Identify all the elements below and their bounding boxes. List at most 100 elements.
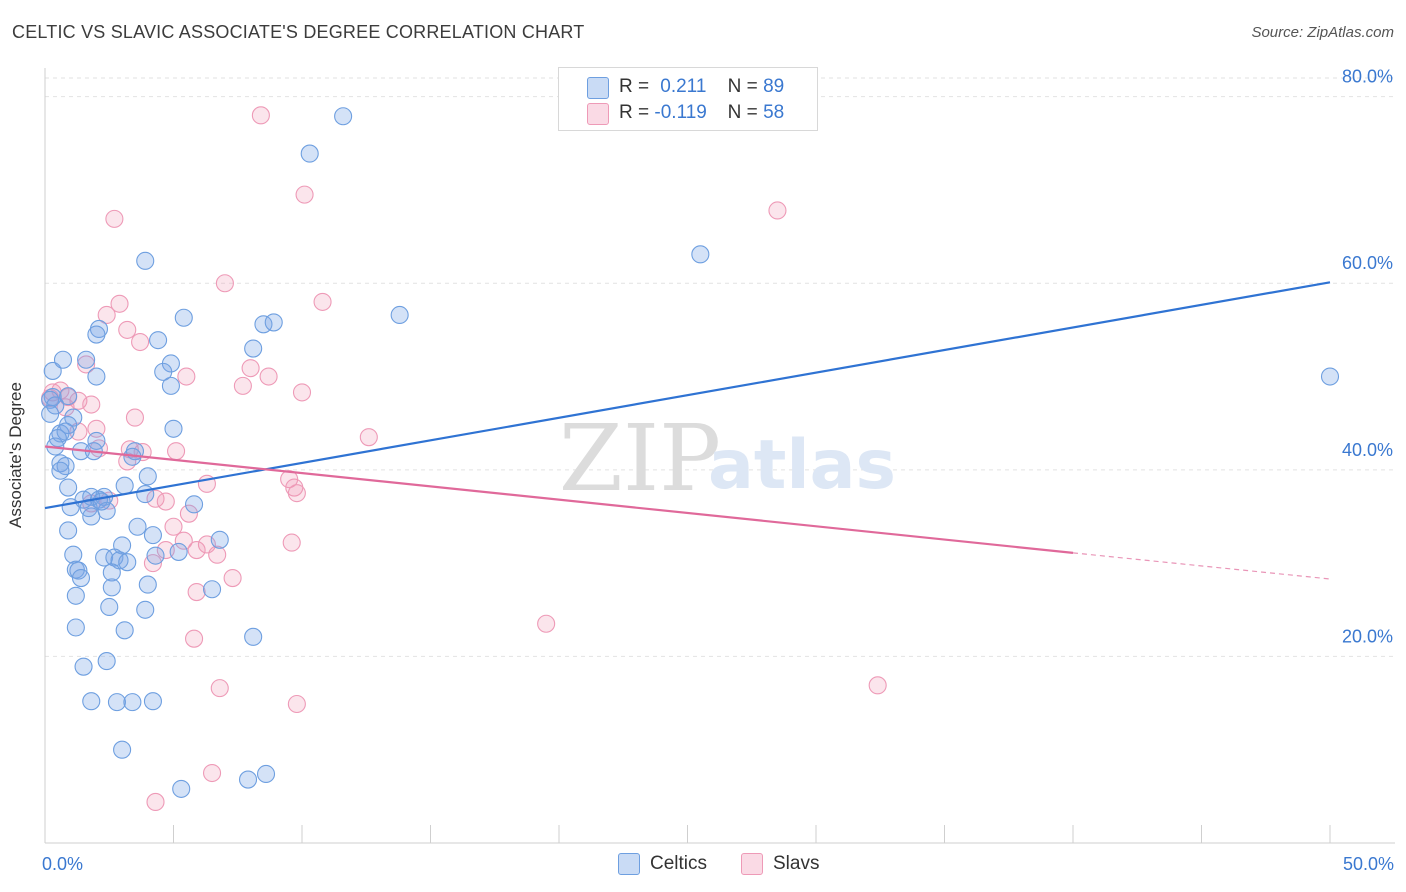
celtic-swatch: [587, 77, 609, 99]
celtic-point: [51, 461, 70, 480]
celtic-point: [136, 600, 155, 619]
slav-point: [82, 395, 101, 414]
celtic-point: [136, 485, 155, 504]
celtic-point: [87, 367, 106, 386]
slav-trendline: [44, 445, 1074, 554]
slav-point: [125, 408, 144, 427]
slav-trendline-extension: [1072, 552, 1331, 580]
celtic-point: [334, 107, 353, 126]
celtic-point: [172, 779, 191, 798]
celtic-point: [56, 422, 75, 441]
celtic-point: [82, 692, 101, 711]
slav-point: [143, 554, 162, 573]
slavs-legend-label: Slavs: [773, 853, 820, 874]
slav-point: [97, 305, 116, 325]
celtic-point: [210, 530, 229, 549]
celtic-point: [118, 553, 137, 572]
celtic-point: [59, 478, 78, 497]
celtic-point: [238, 770, 258, 789]
slav-r-value: -0.119: [654, 102, 707, 123]
celtic-point: [138, 575, 157, 594]
celtic-point: [97, 652, 116, 671]
celtic-point: [691, 245, 710, 264]
celtic-point: [115, 476, 134, 495]
celtic-point: [128, 517, 147, 536]
celtic-point: [102, 578, 121, 597]
celtic-point: [1320, 367, 1340, 386]
celtic-point: [115, 621, 134, 640]
celtic-legend-row: R = 0.211 N = 89: [619, 75, 784, 99]
slav-point: [215, 274, 234, 293]
celtic-point: [51, 454, 70, 473]
chart-title: CELTIC VS SLAVIC ASSOCIATE'S DEGREE CORR…: [12, 22, 585, 42]
celtic-point: [123, 693, 142, 712]
slav-point: [69, 422, 88, 441]
y-axis-label: Associate's Degree: [6, 382, 25, 528]
celtic-point: [77, 350, 96, 369]
celtic-point: [66, 618, 85, 637]
x-tick-label: 50.0%: [1343, 854, 1394, 874]
celtic-trendline: [44, 281, 1331, 510]
slav-point: [185, 629, 204, 648]
y-tick-label: 20.0%: [1342, 626, 1393, 646]
slav-point: [313, 292, 332, 311]
celtic-r-value: 0.211: [660, 76, 707, 97]
slav-point: [259, 367, 278, 386]
slav-point: [179, 504, 198, 523]
celtic-point: [59, 387, 78, 406]
slav-point: [768, 201, 787, 220]
slav-point: [146, 489, 165, 508]
celtic-point: [53, 350, 73, 369]
watermark-zip: ZIP: [559, 405, 721, 512]
celtic-point: [149, 331, 168, 350]
celtic-point: [154, 362, 173, 381]
celtic-point: [61, 498, 80, 517]
slav-point: [110, 294, 129, 313]
slav-point: [251, 106, 270, 125]
slav-point: [223, 568, 242, 588]
celtic-point: [161, 376, 180, 395]
celtic-point: [244, 339, 263, 358]
celtic-point: [390, 305, 409, 325]
slav-n-label: N =: [727, 102, 758, 123]
celtic-point: [71, 568, 91, 588]
celtic-point: [146, 546, 165, 565]
slav-point: [208, 545, 227, 564]
celtic-point: [185, 495, 204, 514]
slav-point: [146, 792, 165, 812]
y-tick-label: 80.0%: [1342, 67, 1393, 87]
slav-point: [537, 614, 556, 633]
slav-point: [174, 531, 193, 550]
celtic-point: [300, 144, 319, 163]
celtic-point: [143, 526, 162, 545]
slav-point: [118, 320, 137, 339]
celtic-point: [136, 251, 155, 270]
celtic-point: [69, 561, 88, 580]
x-tick-label: 0.0%: [42, 854, 83, 874]
slav-point: [164, 517, 183, 536]
slav-r-label: R =: [619, 102, 650, 123]
celtic-point: [66, 586, 85, 605]
celtic-point: [174, 308, 193, 327]
slav-point: [868, 676, 887, 695]
celtic-point: [244, 627, 263, 646]
celtic-point: [264, 313, 283, 332]
celtic-point: [113, 740, 132, 759]
slav-point: [105, 209, 124, 228]
celtic-point: [43, 361, 62, 380]
slav-point: [177, 367, 196, 386]
celtic-point: [164, 419, 183, 438]
celtic-point: [95, 548, 114, 567]
celtic-point: [87, 431, 106, 450]
slav-n-value: 58: [763, 102, 785, 123]
celtic-point: [41, 390, 60, 409]
celtic-point: [41, 404, 60, 423]
celtic-n-label: N =: [727, 76, 758, 97]
slav-point: [167, 442, 186, 461]
slav-point: [282, 533, 301, 552]
celtic-point: [169, 542, 188, 561]
slav-point: [203, 763, 222, 783]
celtic-point: [143, 692, 162, 711]
celtic-point: [87, 325, 106, 344]
